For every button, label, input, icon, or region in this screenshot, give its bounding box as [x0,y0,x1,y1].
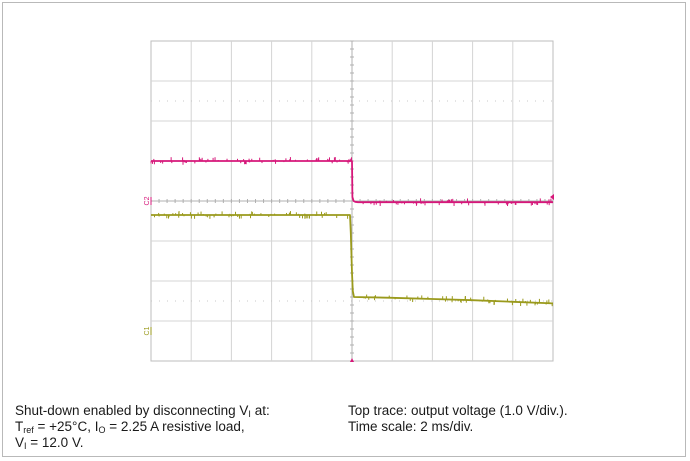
channel-markers: C2 C1 [144,194,554,362]
caption-right-line-1: Top trace: output voltage (1.0 V/div.). [348,403,568,418]
grid [150,40,554,362]
figure-frame: C2 C1 Shut-down enabled by disconnecting … [2,2,686,457]
channel-marker-text: C2 [144,196,151,205]
caption-left-line-1: Shut-down enabled by disconnecting VI at… [15,403,270,419]
caption-left-line-2: Tref = +25°C, IO = 2.25 A resistive load… [15,419,245,435]
oscilloscope-chart: C2 C1 [144,40,554,362]
channel-marker-text: C1 [144,326,151,335]
caption-right-line-2: Time scale: 2 ms/div. [348,419,474,434]
caption-left: Shut-down enabled by disconnecting VI at… [15,403,270,451]
channel-marker-1: C2 [144,196,152,205]
caption-left-line-3: VI = 12.0 V. [15,435,84,451]
caption-right: Top trace: output voltage (1.0 V/div.). … [348,403,568,435]
trigger-position-marker [350,358,354,362]
channel-marker-2: C1 [144,326,152,335]
traces [150,157,554,307]
trace-2 [151,214,554,305]
trigger-level-marker [550,194,554,200]
